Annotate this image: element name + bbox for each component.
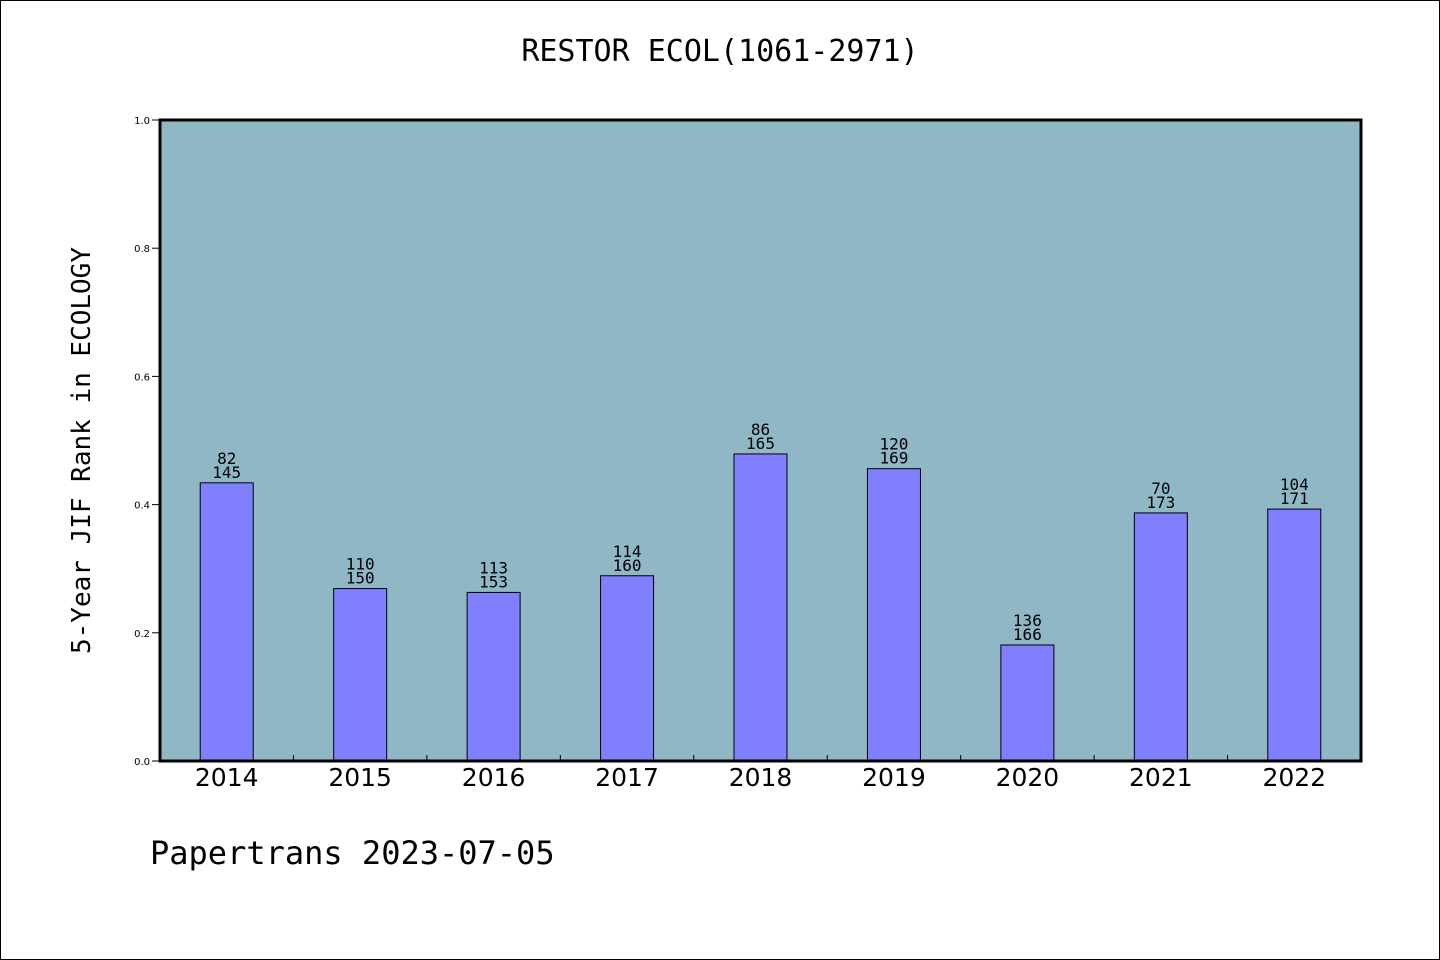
x-tick-label: 2022: [1262, 763, 1326, 792]
y-tick-label: 0.2: [134, 629, 150, 640]
bar-rank-label: 114: [613, 542, 642, 561]
y-tick-label: 0.4: [134, 501, 150, 512]
bar-total-label: 166: [1013, 625, 1042, 644]
bar-rank-label: 82: [217, 449, 236, 468]
bar: [1267, 508, 1322, 762]
bar-rank-label: 120: [879, 435, 908, 454]
x-tick-label: 2019: [862, 763, 926, 792]
x-axis: 2014 2015 2016 2017 2018 2019 2020 2021 2022: [195, 755, 1326, 792]
bar-total-label: 169: [879, 449, 908, 468]
bar-total-label: 160: [613, 556, 642, 575]
bar-rank-label: 104: [1280, 475, 1309, 494]
x-tick-label: 2015: [328, 763, 392, 792]
bar: [866, 468, 921, 762]
footer-note: Papertrans 2023-07-05: [150, 834, 555, 872]
bar: [1133, 512, 1188, 762]
y-tick-label: 0.0: [134, 757, 150, 768]
bar-rank-label: 110: [346, 555, 375, 574]
bar-rank-label: 86: [751, 420, 770, 439]
y-axis-label: 5-Year JIF Rank in ECOLOGY: [67, 247, 97, 654]
x-tick-label: 2017: [595, 763, 659, 792]
bars: [199, 453, 1322, 762]
x-tick-label: 2021: [1129, 763, 1193, 792]
bar-total-label: 173: [1146, 493, 1175, 512]
y-tick-label: 0.8: [134, 244, 150, 255]
y-tick-label: 0.6: [134, 372, 150, 383]
chart-title: RESTOR ECOL(1061-2971): [521, 34, 919, 69]
bar: [1000, 644, 1055, 762]
bar-total-label: 145: [212, 463, 241, 482]
bar-rank-label: 136: [1013, 611, 1042, 630]
bar-total-label: 150: [346, 569, 375, 588]
bar: [466, 591, 521, 762]
bar: [333, 588, 388, 762]
bar: [199, 482, 254, 762]
bar-total-label: 153: [479, 572, 508, 591]
plot-border: [158, 118, 1363, 763]
bar: [733, 453, 788, 762]
x-tick-label: 2020: [996, 763, 1060, 792]
bar: [600, 575, 655, 762]
y-axis: 0.0 0.2 0.4 0.6 0.8 1.0: [134, 116, 160, 768]
bar-total-label: 171: [1280, 489, 1309, 508]
x-tick-label: 2018: [729, 763, 793, 792]
y-tick-label: 1.0: [134, 116, 150, 127]
x-tick-label: 2016: [462, 763, 526, 792]
x-tick-label: 2014: [195, 763, 259, 792]
bar-total-label: 165: [746, 434, 775, 453]
bar-rank-label: 70: [1151, 479, 1170, 498]
bar-rank-label: 113: [479, 558, 508, 577]
